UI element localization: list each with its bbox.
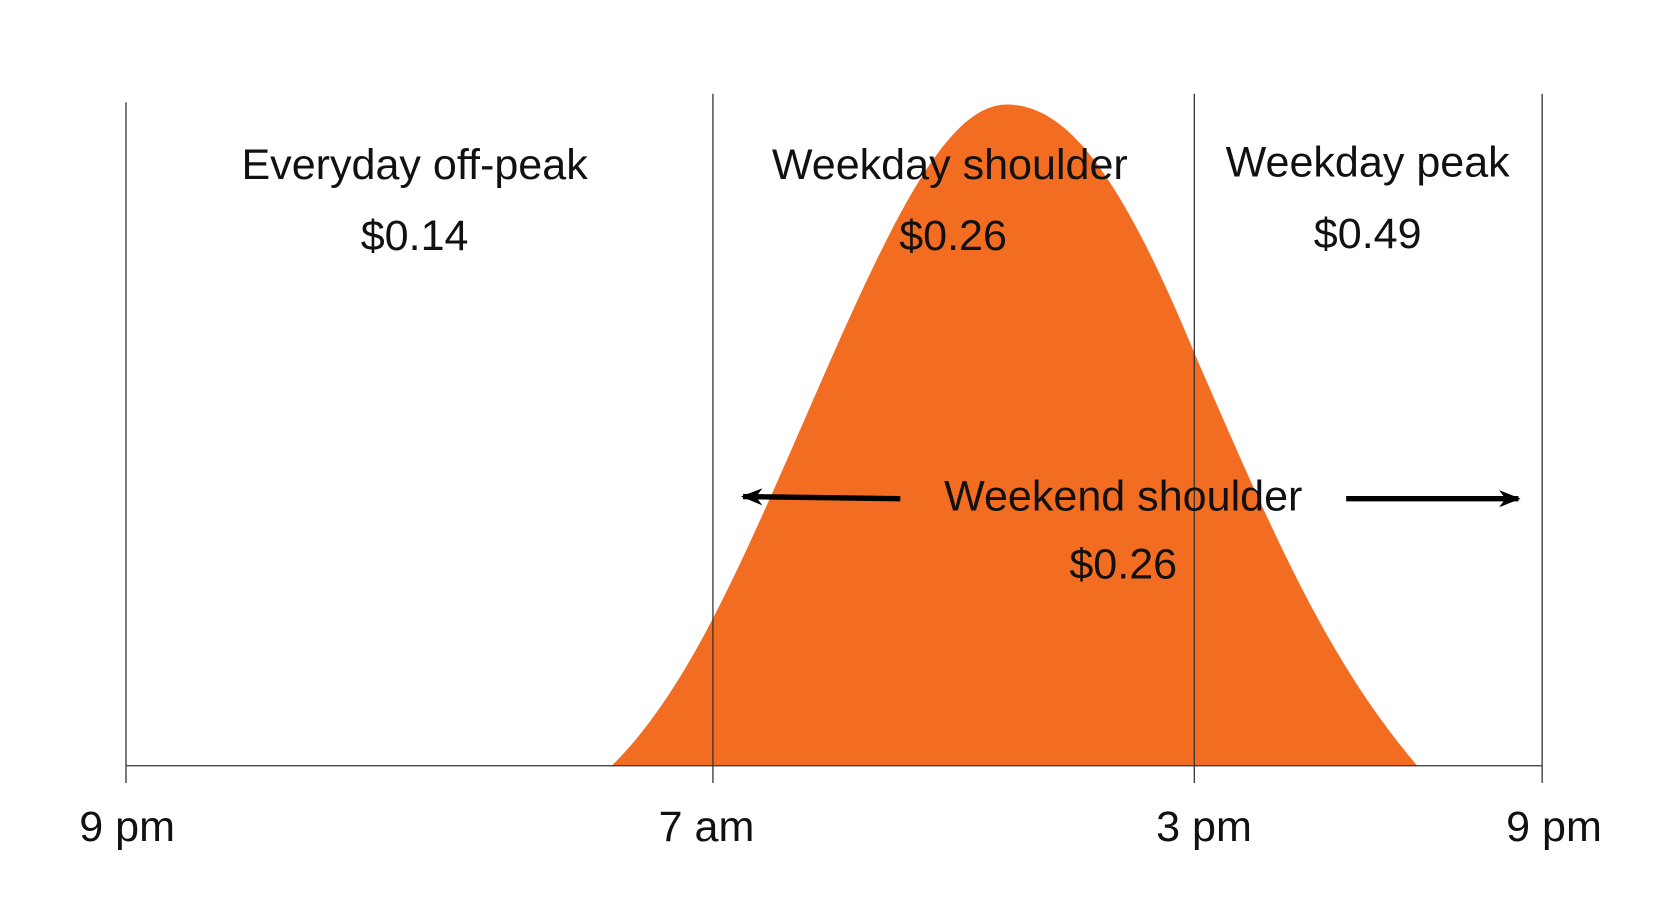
arrow-left — [740, 488, 901, 506]
zone-name: Weekday peak — [1226, 139, 1511, 187]
weekend-price: $0.26 — [1069, 540, 1177, 588]
tick-label: 9 pm — [79, 803, 175, 851]
tick-label: 9 pm — [1506, 803, 1602, 851]
tick-label: 7 am — [659, 803, 755, 851]
demand-curve — [611, 104, 1418, 766]
tick-label: 3 pm — [1156, 803, 1252, 851]
zone-price: $0.49 — [1314, 210, 1422, 258]
weekend-name: Weekend shoulder — [944, 473, 1302, 521]
zone-name: Everyday off-peak — [241, 141, 588, 189]
zone-price: $0.14 — [361, 212, 469, 260]
zone-name: Weekday shoulder — [772, 141, 1128, 189]
zone-price: $0.26 — [899, 212, 1007, 260]
